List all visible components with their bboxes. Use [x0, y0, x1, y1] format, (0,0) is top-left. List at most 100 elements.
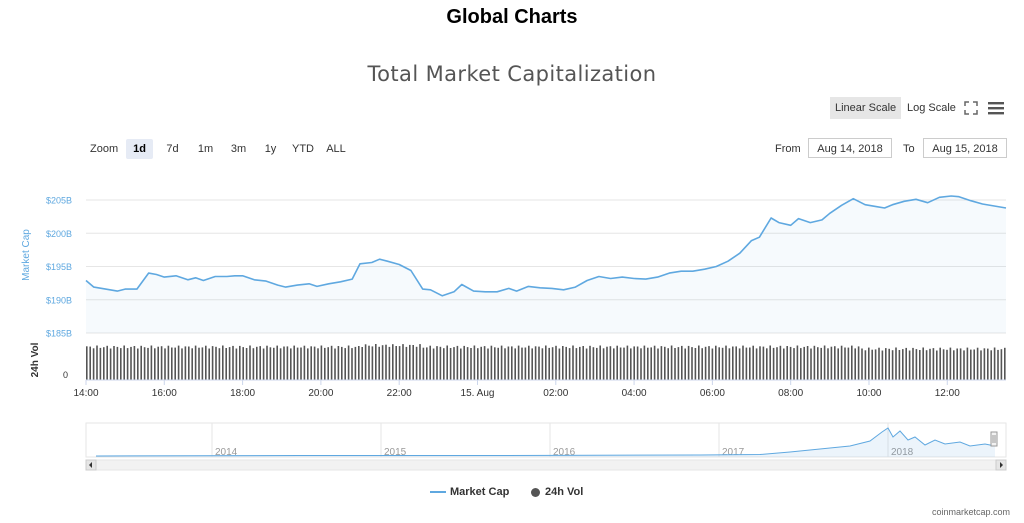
zoom-3m-button[interactable]: 3m	[230, 143, 247, 155]
volume-bar	[755, 348, 758, 380]
volume-bar	[307, 348, 309, 380]
volume-bar	[878, 347, 880, 380]
zoom-1y-button[interactable]: 1y	[264, 143, 277, 155]
volume-bar	[874, 349, 877, 380]
volume-bar	[415, 346, 418, 380]
navigator-year-label: 2014	[215, 447, 238, 458]
zoom-1m-button[interactable]: 1m	[197, 143, 214, 155]
zoom-7d-button[interactable]: 7d	[166, 143, 179, 155]
volume-bar	[409, 344, 411, 380]
volume-bar	[371, 346, 374, 380]
volume-bar	[779, 345, 782, 380]
scrollbar-track[interactable]	[85, 459, 1007, 471]
to-date-input[interactable]: Aug 15, 2018	[923, 138, 1007, 158]
scrollbar-right-button[interactable]	[995, 459, 1007, 471]
volume-bar	[392, 344, 394, 380]
volume-bar	[810, 348, 812, 380]
volume-bar	[205, 345, 207, 380]
zoom-ytd-button[interactable]: YTD	[292, 143, 314, 155]
volume-bar	[704, 346, 707, 380]
volume-bar	[640, 348, 642, 380]
volume-bar	[813, 345, 816, 380]
volume-bar	[738, 348, 741, 380]
volume-bar	[208, 348, 210, 380]
volume-bar	[521, 347, 523, 380]
zoom-all-button[interactable]: ALL	[326, 143, 346, 155]
volume-bar	[177, 345, 180, 380]
legend-dot-swatch	[531, 487, 540, 497]
volume-bar	[286, 346, 289, 380]
volume-bar	[732, 346, 734, 380]
volume-bar	[222, 345, 224, 380]
volume-bar	[919, 350, 921, 380]
volume-bar	[228, 347, 231, 380]
volume-bars	[86, 344, 1006, 381]
zoom-1d-button[interactable]: 1d	[126, 139, 153, 159]
volume-bar	[313, 346, 316, 380]
volume-bar	[422, 347, 425, 380]
volume-bar	[269, 347, 272, 380]
volume-bar	[235, 348, 238, 380]
volume-bar	[891, 350, 894, 380]
volume-bar	[130, 346, 132, 380]
volume-bar	[694, 348, 697, 380]
volume-bar	[249, 345, 251, 380]
volume-bar	[490, 345, 493, 380]
volume-bar	[351, 348, 353, 380]
volume-bar	[844, 347, 846, 380]
volume-bar	[538, 346, 540, 380]
volume-bar	[592, 347, 595, 380]
volume-bar	[885, 348, 887, 380]
legend-line-swatch	[430, 491, 446, 494]
volume-bar	[198, 347, 200, 380]
volume-bar	[500, 345, 503, 380]
volume-bar	[599, 345, 601, 380]
volume-bar	[477, 348, 479, 380]
volume-bar	[708, 346, 710, 380]
volume-bar	[728, 348, 731, 380]
volume-bar	[800, 348, 802, 380]
page-title: Global Charts	[446, 6, 578, 28]
volume-bar	[378, 346, 380, 380]
volume-bar	[497, 347, 499, 380]
linear-scale-button[interactable]: Linear Scale	[830, 97, 902, 119]
navigator: 2014 2015 2016 2017 2018	[85, 422, 1007, 471]
hamburger-menu-icon[interactable]	[987, 100, 1005, 116]
volume-bar	[109, 348, 112, 380]
volume-bar	[541, 348, 544, 380]
volume-bar	[303, 345, 306, 380]
log-scale-button[interactable]: Log Scale	[907, 102, 956, 114]
volume-bar	[905, 347, 907, 380]
volume-bar	[126, 348, 129, 380]
legend-market-cap[interactable]: Market Cap	[430, 486, 509, 498]
from-date-input[interactable]: Aug 14, 2018	[808, 138, 892, 158]
volume-bar	[558, 348, 561, 380]
volume-bar	[956, 348, 958, 380]
expand-icon[interactable]	[964, 101, 978, 115]
volume-bar	[817, 347, 819, 380]
volume-bar	[215, 346, 217, 380]
x-tick-label: 12:00	[935, 388, 960, 399]
navigator-handle[interactable]	[990, 431, 998, 447]
volume-bar	[551, 347, 554, 380]
volume-bar	[116, 346, 119, 380]
scroll-left-arrow-icon	[89, 462, 92, 468]
volume-bar	[742, 345, 744, 380]
volume-bar	[154, 348, 156, 380]
volume-bar	[517, 345, 520, 380]
volume-bar	[361, 347, 363, 380]
volume-bar	[402, 344, 404, 380]
volume-bar	[446, 345, 448, 380]
volume-bar	[364, 344, 367, 380]
volume-bar	[245, 348, 248, 380]
volume-bar	[606, 346, 608, 380]
volume-bar	[157, 346, 159, 380]
volume-bar	[167, 345, 170, 380]
scrollbar-left-button[interactable]	[85, 459, 97, 471]
volume-bar	[582, 346, 584, 380]
volume-bar	[375, 344, 377, 380]
volume-bar	[959, 348, 962, 380]
volume-bar	[902, 349, 904, 380]
legend-volume[interactable]: 24h Vol	[531, 486, 583, 498]
y-tick-label: $195B	[46, 262, 72, 272]
